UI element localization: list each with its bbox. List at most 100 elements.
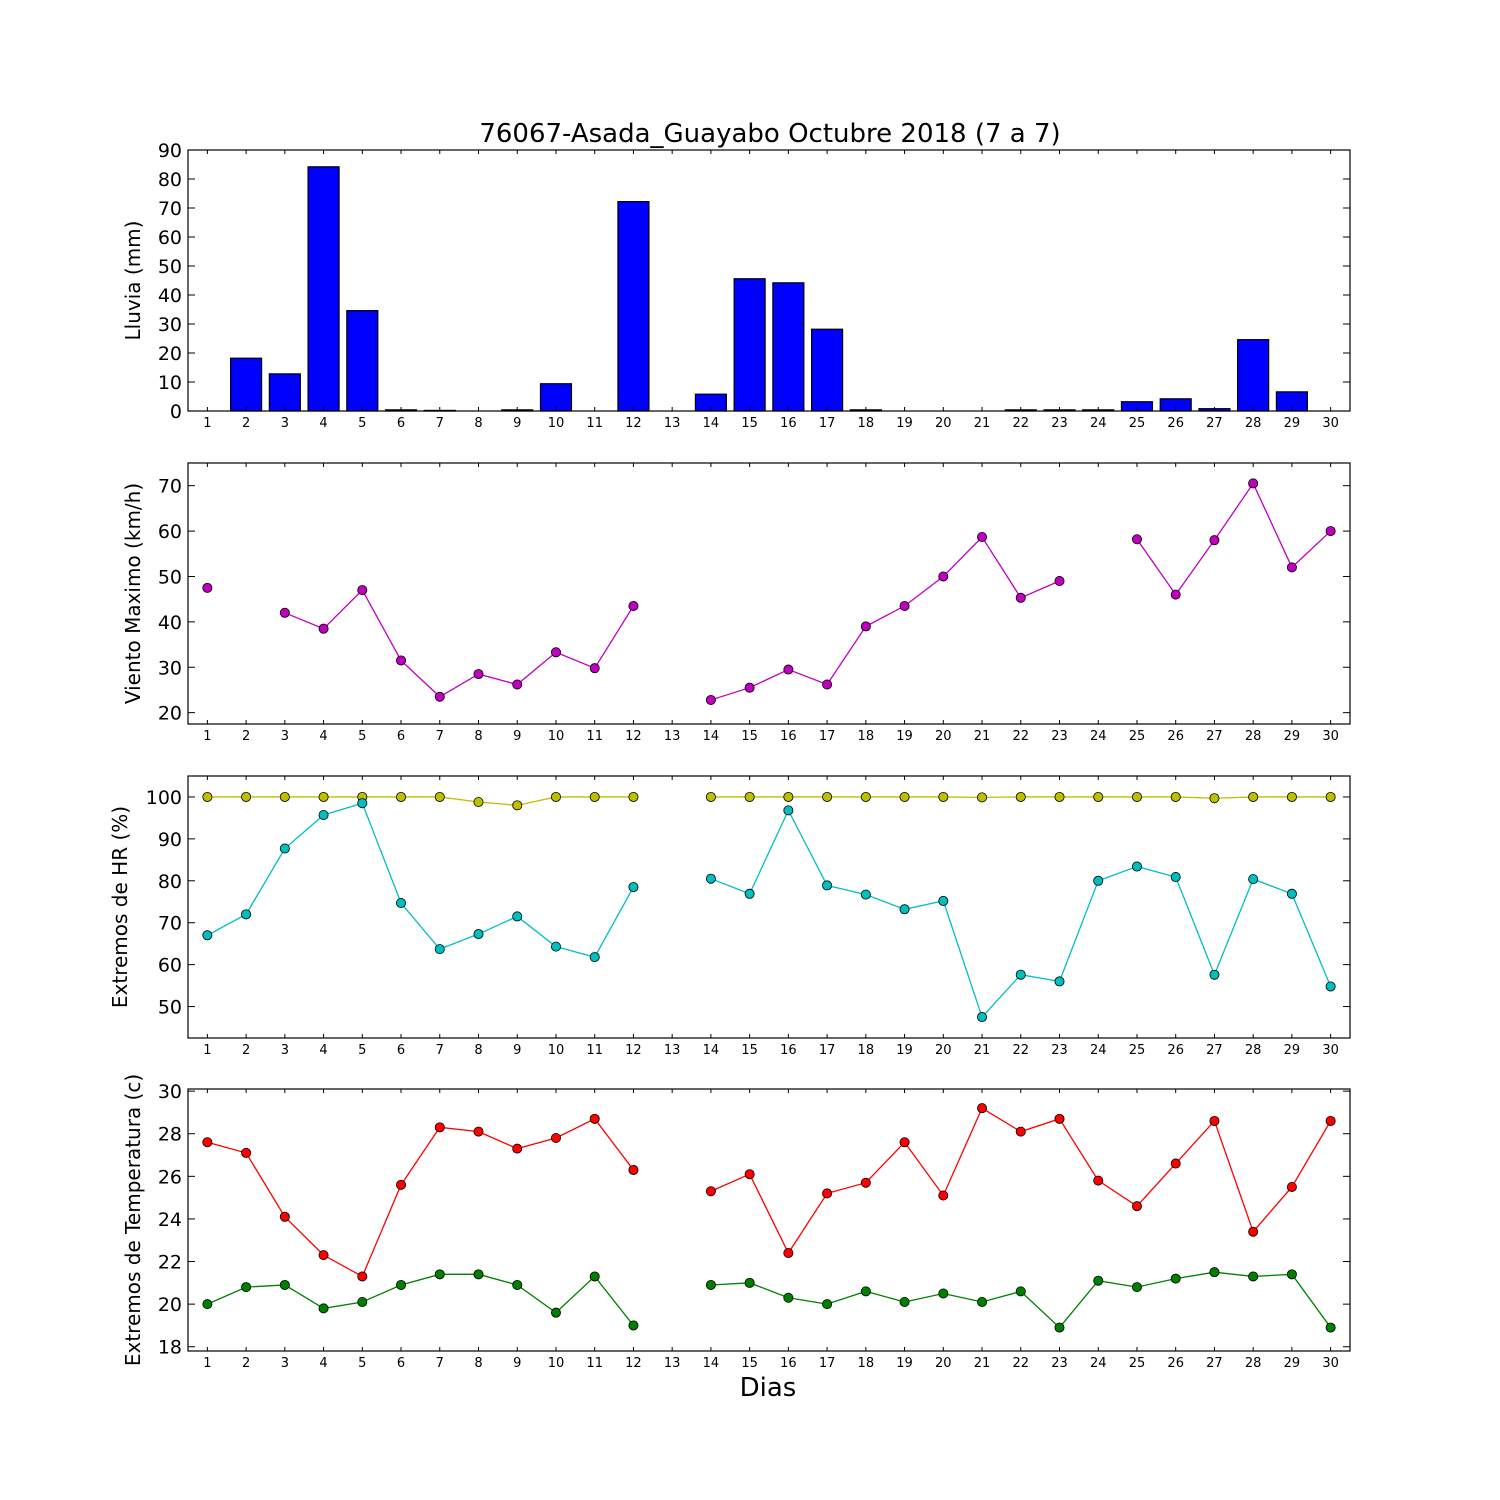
wind-data-point [628, 600, 639, 611]
temperature-data-point [628, 1320, 639, 1331]
humidity-data-point [1209, 969, 1220, 980]
temperature-data-point [473, 1269, 484, 1280]
humidity-axes-frame [187, 775, 1351, 1039]
temperature-data-point [241, 1282, 252, 1293]
wind-data-point [473, 669, 484, 680]
temperature-data-point [899, 1297, 910, 1308]
y-tick-label: 70 [158, 913, 182, 935]
temperature-data-point [899, 1137, 910, 1148]
wind-data-point [1015, 592, 1026, 603]
x-tick-label: 18 [858, 729, 875, 744]
humidity-data-point [1325, 791, 1336, 802]
humidity-data-point [396, 791, 407, 802]
humidity-y-axis-label: Extremos de HR (%) [108, 806, 132, 1008]
humidity-data-point [938, 895, 949, 906]
temperature-data-point [938, 1190, 949, 1201]
x-tick-label: 6 [397, 416, 405, 431]
x-tick-label: 13 [664, 1356, 681, 1371]
temperature-data-point [1248, 1271, 1259, 1282]
wind-data-point [1286, 562, 1297, 573]
x-tick-label: 21 [974, 729, 991, 744]
temperature-data-point [977, 1103, 988, 1114]
wind-data-point [318, 623, 329, 634]
humidity-data-point [473, 796, 484, 807]
temperature-data-point [1209, 1267, 1220, 1278]
x-tick-label: 17 [819, 416, 836, 431]
wind-data-point [279, 607, 290, 618]
temperature-data-point [279, 1211, 290, 1222]
x-tick-label: 11 [586, 1356, 603, 1371]
temperature-data-point [1015, 1286, 1026, 1297]
x-tick-label: 22 [1012, 1043, 1029, 1058]
temperature-data-point [1131, 1282, 1142, 1293]
x-tick-label: 20 [935, 729, 952, 744]
temperature-data-point [1170, 1273, 1181, 1284]
x-tick-label: 13 [664, 1043, 681, 1058]
humidity-data-point [744, 888, 755, 899]
x-tick-label: 17 [819, 729, 836, 744]
x-tick-label: 28 [1245, 416, 1262, 431]
x-tick-label: 24 [1090, 729, 1107, 744]
temperature-data-point [318, 1250, 329, 1261]
wind-series-line [710, 535, 1060, 701]
temperature-data-point [938, 1288, 949, 1299]
humidity-data-point [202, 930, 213, 941]
humidity-data-point [822, 791, 833, 802]
rain-bar [1237, 339, 1270, 412]
x-tick-label: 27 [1206, 416, 1223, 431]
x-tick-label: 7 [436, 729, 444, 744]
humidity-data-point [977, 1012, 988, 1023]
x-tick-label: 9 [513, 416, 521, 431]
humidity-series-line [207, 796, 634, 807]
x-tick-label: 30 [1322, 1043, 1339, 1058]
x-tick-label: 11 [586, 729, 603, 744]
humidity-data-point [899, 904, 910, 915]
x-tick-label: 13 [664, 729, 681, 744]
y-tick-label: 70 [158, 198, 182, 220]
wind-series-line [1136, 482, 1332, 596]
temperature-data-point [1054, 1113, 1065, 1124]
humidity-data-point [705, 873, 716, 884]
humidity-data-point [1054, 791, 1065, 802]
rain-bar [772, 282, 805, 412]
x-tick-label: 4 [319, 1043, 327, 1058]
wind-data-point [783, 664, 794, 675]
x-tick-label: 4 [319, 729, 327, 744]
humidity-data-point [1248, 791, 1259, 802]
y-tick-label: 50 [158, 997, 182, 1019]
temperature-data-point [589, 1271, 600, 1282]
x-tick-label: 21 [974, 416, 991, 431]
wind-data-point [202, 582, 213, 593]
humidity-data-point [1170, 872, 1181, 883]
wind-data-point [434, 691, 445, 702]
x-tick-label: 24 [1090, 1043, 1107, 1058]
humidity-data-point [628, 882, 639, 893]
y-tick-label: 70 [158, 476, 182, 498]
temperature-data-point [318, 1303, 329, 1314]
wind-data-point [1209, 535, 1220, 546]
humidity-data-point [241, 791, 252, 802]
temperature-data-point [1286, 1269, 1297, 1280]
x-tick-label: 1 [203, 416, 211, 431]
x-tick-label: 16 [780, 416, 797, 431]
x-tick-label: 28 [1245, 729, 1262, 744]
humidity-data-point [396, 898, 407, 909]
temperature-data-point [589, 1113, 600, 1124]
x-tick-label: 20 [935, 1356, 952, 1371]
x-tick-label: 6 [397, 1356, 405, 1371]
wind-data-point [705, 694, 716, 705]
x-tick-label: 29 [1284, 1356, 1301, 1371]
x-tick-label: 28 [1245, 1043, 1262, 1058]
rain-axes-frame [187, 149, 1351, 412]
humidity-data-point [1286, 888, 1297, 899]
x-tick-label: 19 [896, 729, 913, 744]
temperature-data-point [550, 1132, 561, 1143]
x-tick-label: 9 [513, 1356, 521, 1371]
x-tick-label: 23 [1051, 416, 1068, 431]
x-tick-label: 27 [1206, 1043, 1223, 1058]
x-tick-label: 7 [436, 1043, 444, 1058]
x-tick-label: 16 [780, 729, 797, 744]
rain-bar [346, 310, 379, 412]
wind-data-point [550, 647, 561, 658]
temperature-data-point [202, 1137, 213, 1148]
